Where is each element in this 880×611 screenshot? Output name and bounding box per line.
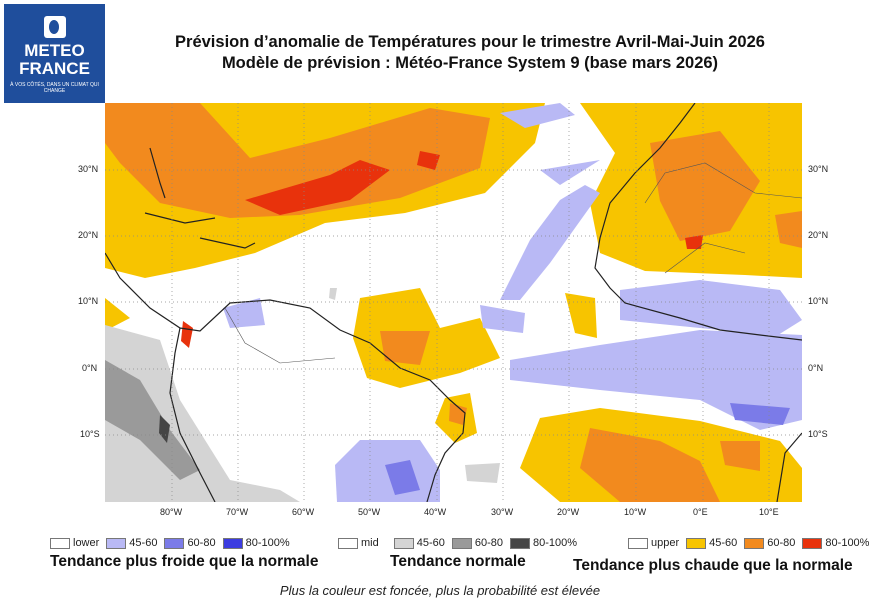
legend-label: upper: [651, 537, 680, 549]
borders: [224, 162, 802, 364]
legend-label: 45-60: [129, 537, 158, 549]
legend-label: lower: [73, 537, 100, 549]
logo-tagline: À VOS CÔTÉS, DANS UN CLIMAT QUI CHANGE: [10, 82, 99, 94]
legend-upper: upper 45-60 60-80 80-100%: [628, 537, 869, 549]
cold-60-80: [385, 403, 790, 495]
lat-tick: 0°N: [82, 363, 98, 373]
legend-label: 60-80: [474, 537, 504, 549]
legend-label: mid: [361, 537, 379, 549]
lat-tick: 10°S: [80, 429, 100, 439]
trend-normal: Tendance normale: [390, 553, 526, 570]
swatch: [451, 537, 472, 549]
lon-tick: 60°W: [292, 507, 315, 517]
swatch: [222, 537, 243, 549]
coastlines: [105, 103, 802, 502]
swatch: [393, 537, 414, 549]
lat-tick: 10°S: [808, 429, 828, 439]
trend-cold: Tendance plus froide que la normale: [50, 553, 319, 570]
title-line2: Modèle de prévision : Météo-France Syste…: [221, 54, 719, 72]
swatch: [802, 537, 823, 549]
lon-tick: 20°W: [557, 507, 580, 517]
lon-tick: 40°W: [424, 507, 447, 517]
legend-mid: mid 45-60 60-80 80-100%: [338, 537, 577, 549]
lon-tick: 10°E: [759, 507, 779, 517]
logo-line2: FRANCE: [19, 59, 90, 78]
normal-60-80: [105, 360, 200, 480]
lat-tick: 30°N: [808, 164, 829, 174]
swatch: [744, 537, 765, 549]
legend-label: 45-60: [416, 537, 445, 549]
lon-tick: 70°W: [226, 507, 249, 517]
footnote: Plus la couleur est foncée, plus la prob…: [279, 583, 601, 598]
lat-tick: 0°N: [808, 363, 824, 373]
legend-label: 60-80: [767, 537, 796, 549]
title-line1: Prévision d’anomalie de Températures pou…: [175, 33, 765, 51]
legend-lower: lower 45-60 60-80 80-100%: [50, 537, 290, 549]
swatch-lower: [50, 537, 70, 549]
swatch: [106, 537, 127, 549]
legend-label: 80-100%: [825, 537, 870, 549]
meteo-france-logo: METEO FRANCE À VOS CÔTÉS, DANS UN CLIMAT…: [4, 4, 105, 103]
lat-tick: 30°N: [78, 164, 99, 174]
lon-tick: 10°W: [624, 507, 647, 517]
swatch: [686, 537, 707, 549]
trend-warm: Tendance plus chaude que la normale: [573, 557, 853, 574]
graticule: [105, 103, 802, 502]
forecast-map: [105, 103, 802, 502]
legend-label: 80-100%: [245, 537, 290, 549]
normal-80-100: [159, 415, 170, 443]
swatch-mid: [338, 537, 358, 549]
page-title: Prévision d’anomalie de Températures pou…: [110, 32, 830, 74]
swatch: [510, 537, 531, 549]
lat-tick: 10°N: [808, 296, 829, 306]
logo-icon: [43, 16, 66, 38]
lon-tick: 80°W: [160, 507, 183, 517]
lon-tick: 0°E: [693, 507, 708, 517]
lat-tick: 20°N: [808, 230, 829, 240]
logo-line1: METEO: [24, 41, 85, 60]
legend-label: 45-60: [709, 537, 738, 549]
legend-label: 80-100%: [533, 537, 578, 549]
lat-tick: 10°N: [78, 296, 99, 306]
legend-label: 60-80: [187, 537, 216, 549]
lon-tick: 50°W: [358, 507, 381, 517]
lon-tick: 30°W: [491, 507, 514, 517]
swatch: [164, 537, 185, 549]
swatch-upper: [628, 537, 648, 549]
lat-tick: 20°N: [78, 230, 99, 240]
